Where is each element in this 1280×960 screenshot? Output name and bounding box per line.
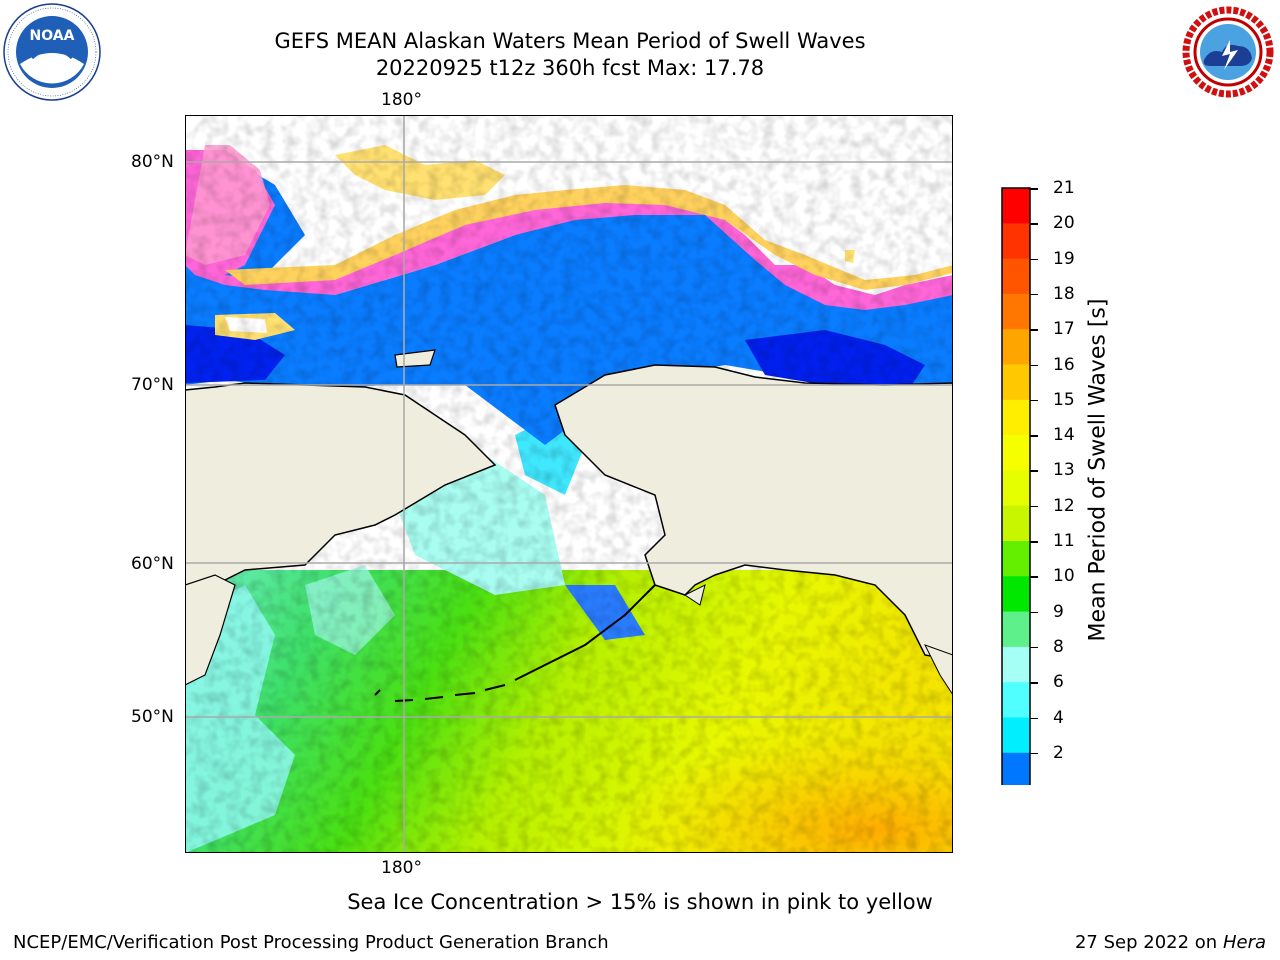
noaa-logo: NOAA [2,2,102,102]
colorbar-band [1002,611,1030,648]
lat-label-80: 80°N [131,152,174,172]
colorbar-band [1002,717,1030,754]
colorbar-band [1002,188,1030,224]
colorbar-tick-label: 21 [1053,178,1075,198]
colorbar-tick [1030,293,1038,296]
colorbar-tick [1030,399,1038,402]
colorbar-tick-label: 4 [1053,707,1064,728]
colorbar-tick-label: 20 [1053,213,1075,234]
colorbar-band [1002,399,1030,436]
colorbar-tick-label: 17 [1053,319,1075,340]
lat-label-70: 70°N [131,375,174,395]
colorbar-tick [1030,470,1038,472]
colorbar-tick-label: 6 [1053,672,1064,693]
colorbar-band [1002,576,1030,613]
sea-ice-note: Sea Ice Concentration > 15% is shown in … [347,890,933,914]
footer-date: 27 Sep 2022 on Hera [1075,932,1266,953]
colorbar-tick [1030,435,1038,437]
colorbar-tick-label: 19 [1053,248,1075,269]
chart-subtitle: 20220925 t12z 360h fcst Max: 17.78 [375,56,765,80]
footer-host: Hera [1222,932,1266,953]
lat-label-50: 50°N [131,707,174,727]
colorbar-band [1002,752,1030,789]
colorbar-tick [1030,611,1038,614]
lon-label-bottom: 180° [381,858,422,878]
colorbar-tick-label: 18 [1053,283,1075,304]
colorbar-tick [1030,541,1038,543]
colorbar-band [1002,364,1030,401]
colorbar-band [1002,293,1030,330]
colorbar-tick-label: 10 [1053,566,1075,587]
colorbar-tick [1030,646,1038,649]
colorbar-tick [1030,752,1038,755]
colorbar-band [1002,646,1030,683]
nws-logo [1180,4,1276,100]
colorbar-band [1002,682,1030,718]
footer-date-text: 27 Sep 2022 on [1074,932,1218,953]
colorbar-tick [1030,364,1038,366]
colorbar-tick [1030,682,1038,684]
colorbar-band [1002,470,1030,507]
colorbar-band [1002,505,1030,542]
colorbar-tick-label: 16 [1053,354,1075,375]
colorbar-tick [1030,258,1038,261]
colorbar-tick [1030,223,1038,225]
footer-credit: NCEP/EMC/Verification Post Processing Pr… [13,932,609,953]
colorbar-band [1002,329,1030,365]
colorbar-tick [1030,188,1038,190]
colorbar-band [1002,223,1030,260]
lat-label-60: 60°N [131,554,174,574]
colorbar-tick-label: 11 [1053,531,1075,551]
lon-label-top: 180° [381,90,422,110]
colorbar-tick [1030,717,1038,719]
colorbar-tick-label: 14 [1053,425,1075,446]
colorbar-title: Mean Period of Swell Waves [s] [1085,298,1111,642]
colorbar-tick [1030,329,1038,331]
colorbar-tick-label: 8 [1053,636,1064,657]
colorbar-band [1002,258,1030,295]
colorbar-tick-label: 2 [1053,742,1064,763]
colorbar-tick [1030,505,1038,508]
svg-text:NOAA: NOAA [30,28,75,44]
colorbar [1000,185,1040,818]
colorbar-tick-label: 13 [1053,460,1075,481]
colorbar-tick-label: 15 [1053,389,1075,410]
colorbar-tick-label: 12 [1053,495,1075,516]
map-border [185,115,953,853]
colorbar-tick [1030,576,1038,578]
colorbar-band [1002,541,1030,577]
chart-title: GEFS MEAN Alaskan Waters Mean Period of … [274,29,866,53]
colorbar-tick-label: 9 [1053,601,1064,622]
colorbar-band [1002,435,1030,471]
map-panel [185,115,953,853]
